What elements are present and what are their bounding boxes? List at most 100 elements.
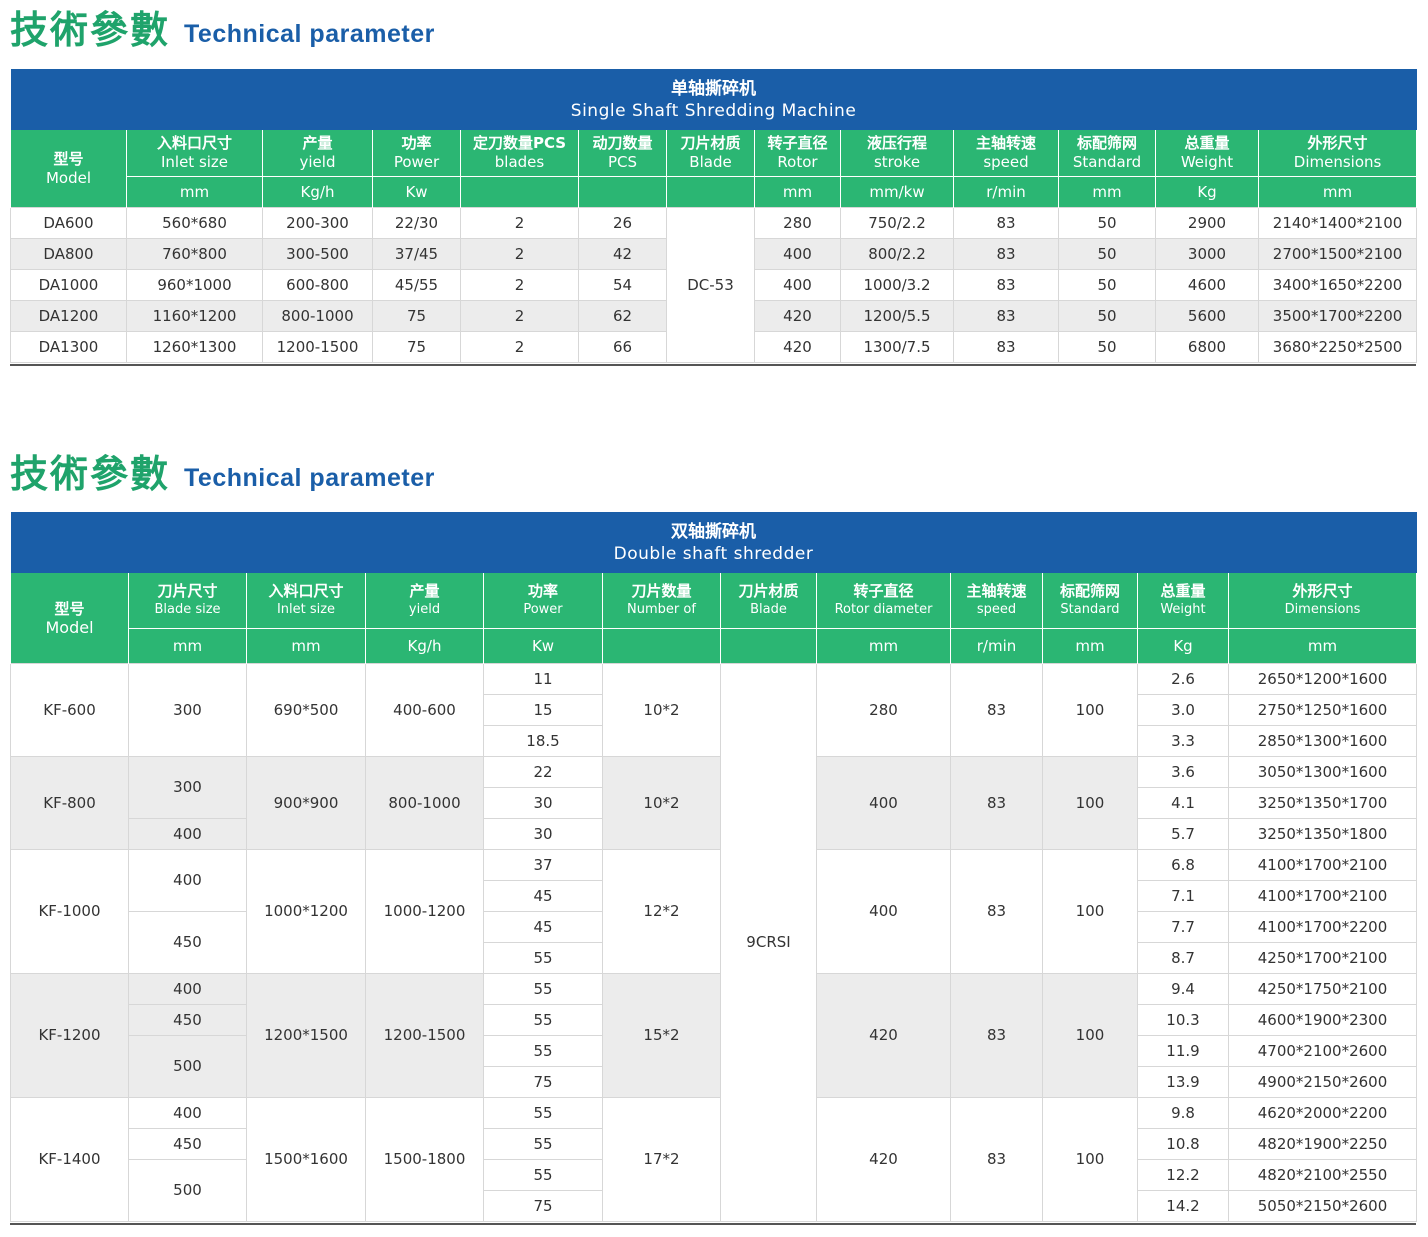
table-cell: 83 xyxy=(953,299,1059,332)
header-unit: mm xyxy=(128,628,247,663)
dimensions-cell: 4250*1750*2100 xyxy=(1228,972,1417,1005)
header-unit: Kw xyxy=(372,176,461,207)
header-cell: 功率 Power xyxy=(483,573,603,629)
header-unit xyxy=(602,628,721,663)
weight-cell: 13.9 xyxy=(1137,1065,1229,1098)
screen-cell: 100 xyxy=(1042,972,1138,1098)
screen-cell: 100 xyxy=(1042,755,1138,850)
header-cell: 入料口尺寸 Inlet size xyxy=(246,573,366,629)
title-english: Technical parameter xyxy=(184,20,435,48)
table-cell: 2900 xyxy=(1155,206,1259,239)
table-cell: 2 xyxy=(460,299,579,332)
header-model-cn: 型号 xyxy=(53,149,84,168)
weight-cell: 9.8 xyxy=(1137,1096,1229,1129)
model-cell: KF-1000 xyxy=(10,848,129,974)
dimensions-cell: 4620*2000*2200 xyxy=(1228,1096,1417,1129)
power-cell: 75 xyxy=(483,1065,603,1098)
section-1-title: 技術參數 Technical parameter xyxy=(10,8,435,52)
power-cell: 45 xyxy=(483,910,603,943)
header-label-en: Standard xyxy=(1072,153,1142,172)
table-cell: DA1300 xyxy=(10,330,127,363)
blade-size-cell: 400 xyxy=(128,972,247,1005)
power-cell: 55 xyxy=(483,1158,603,1191)
header-label-en: speed xyxy=(983,153,1029,172)
dimensions-cell: 2750*1250*1600 xyxy=(1228,693,1417,726)
inlet-size-cell: 1200*1500 xyxy=(246,972,366,1098)
header-unit: mm xyxy=(816,628,951,663)
table-row: KF-800 300 900*900 800-1000 22 10*2 400 83 100 3.… xyxy=(10,755,1417,850)
header-label-en: Blade xyxy=(750,602,787,618)
weight-cell: 10.3 xyxy=(1137,1003,1229,1036)
table-cell: 2140*1400*2100 xyxy=(1257,206,1418,239)
header-label-cn: 液压行程 xyxy=(866,134,927,153)
rotor-diameter-cell: 400 xyxy=(816,755,951,850)
table-cell: 3680*2250*2500 xyxy=(1257,330,1418,363)
table-cell: DA600 xyxy=(10,206,127,239)
header-label-en: Inlet size xyxy=(160,153,229,172)
header-unit xyxy=(666,176,755,207)
dimensions-cell: 4100*1700*2100 xyxy=(1228,848,1417,881)
header-cell: 刀片材质 Blade xyxy=(720,573,817,629)
inlet-size-cell: 1500*1600 xyxy=(246,1096,366,1222)
blade-count-cell: 12*2 xyxy=(602,848,721,974)
table-cell: 50 xyxy=(1058,268,1156,301)
power-cell: 55 xyxy=(483,1034,603,1067)
dimensions-cell: 4250*1700*2100 xyxy=(1228,941,1417,974)
caption-chinese: 单轴撕碎机 xyxy=(671,78,757,99)
table-cell: DA1200 xyxy=(10,299,127,332)
header-label-cn: 标配筛网 xyxy=(1076,134,1137,153)
inlet-size-cell: 690*500 xyxy=(246,662,366,757)
model-cell: KF-1400 xyxy=(10,1096,129,1222)
header-label-cn: 主轴转速 xyxy=(975,134,1036,153)
power-cell: 55 xyxy=(483,1003,603,1036)
header-label-cn: 刀片尺寸 xyxy=(157,582,218,601)
table-cell: 83 xyxy=(953,206,1059,239)
header-cell: 外形尺寸 Dimensions xyxy=(1228,573,1417,629)
section-2-title: 技術參數 Technical parameter xyxy=(10,452,435,496)
yield-cell: 800-1000 xyxy=(365,755,484,850)
header-unit: mm xyxy=(246,628,366,663)
power-cell: 11 xyxy=(483,662,603,695)
title-chinese: 技術參數 xyxy=(10,8,171,52)
header-unit: Kg/h xyxy=(262,176,373,207)
header-label-en: yield xyxy=(408,602,441,618)
header-unit: Kg/h xyxy=(365,628,484,663)
header-label-cn: 产量 xyxy=(409,582,440,601)
dimensions-cell: 2650*1200*1600 xyxy=(1228,662,1417,695)
header-label-en: Blade xyxy=(689,153,732,172)
table-2-bottom-rule xyxy=(10,1223,1416,1225)
header-cell: 定刀数量PCS blades xyxy=(460,130,579,177)
header-unit: r/min xyxy=(950,628,1043,663)
table-cell: 50 xyxy=(1058,299,1156,332)
weight-cell: 2.6 xyxy=(1137,662,1229,695)
yield-cell: 1000-1200 xyxy=(365,848,484,974)
weight-cell: 3.3 xyxy=(1137,724,1229,757)
header-label-en: Power xyxy=(393,153,440,172)
header-label-en: stroke xyxy=(873,153,921,172)
header-unit: mm xyxy=(754,176,841,207)
table-cell: 50 xyxy=(1058,237,1156,270)
weight-cell: 9.4 xyxy=(1137,972,1229,1005)
header-label-en: Number of xyxy=(627,602,696,618)
header-label-cn: 外形尺寸 xyxy=(1307,134,1368,153)
header-model-en: Model xyxy=(45,168,92,187)
table-cell: 400 xyxy=(754,268,841,301)
table-cell: 2 xyxy=(460,330,579,363)
table-cell: 1300/7.5 xyxy=(840,330,954,363)
weight-cell: 11.9 xyxy=(1137,1034,1229,1067)
header-label-cn: 总重量 xyxy=(1184,134,1230,153)
table-cell: 5600 xyxy=(1155,299,1259,332)
header-label-en: Rotor diameter xyxy=(834,602,933,618)
dimensions-cell: 4100*1700*2200 xyxy=(1228,910,1417,943)
speed-cell: 83 xyxy=(950,755,1043,850)
header-cell: 刀片数量 Number of xyxy=(602,573,721,629)
table-row: KF-600 300 690*500 400-600 11 10*2 9CRSI 280 83 1… xyxy=(10,662,1417,1222)
header-label-en: Blade size xyxy=(154,602,221,618)
header-label-en: Rotor xyxy=(777,153,818,172)
header-unit: Kg xyxy=(1155,176,1259,207)
table-cell: 420 xyxy=(754,330,841,363)
table-row: 450 45 7.7 4100*1700*2200 xyxy=(11,910,1417,974)
header-cell: 液压行程 stroke xyxy=(840,130,954,177)
dimensions-cell: 4820*1900*2250 xyxy=(1228,1127,1417,1160)
table-cell: 83 xyxy=(953,237,1059,270)
